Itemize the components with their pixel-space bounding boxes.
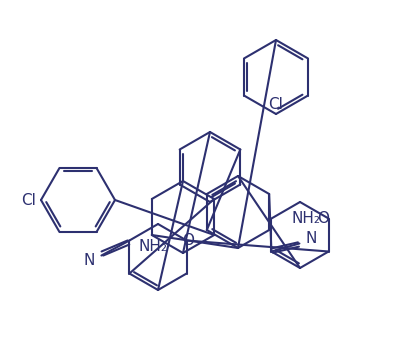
Text: Cl: Cl: [268, 97, 283, 111]
Text: N: N: [84, 253, 95, 268]
Text: NH₂: NH₂: [139, 239, 168, 254]
Text: N: N: [306, 231, 317, 246]
Text: O: O: [183, 233, 195, 248]
Text: O: O: [318, 211, 330, 226]
Text: NH₂: NH₂: [291, 211, 320, 226]
Text: Cl: Cl: [22, 193, 36, 208]
